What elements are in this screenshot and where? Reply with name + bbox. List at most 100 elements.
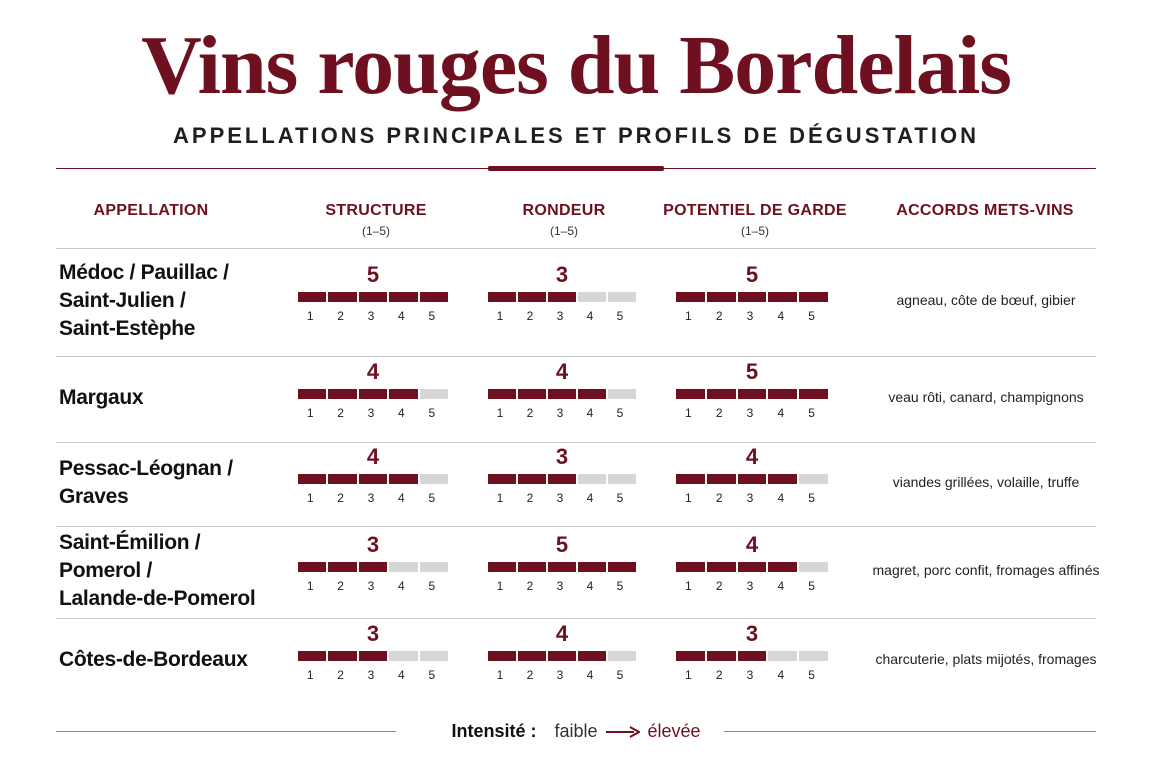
appellation-line: Pessac-Léognan / xyxy=(59,457,233,480)
rating-segment xyxy=(768,562,798,572)
food-pairing: charcuterie, plats mijotés, fromages xyxy=(875,651,1097,667)
scale-tick-label: 5 xyxy=(428,579,436,593)
rondeur-rating-value: 3 xyxy=(555,262,569,287)
rating-segment xyxy=(488,562,516,572)
garde-rating-value: 4 xyxy=(745,532,759,557)
scale-tick-label: 1 xyxy=(306,309,314,323)
scale-tick-label: 4 xyxy=(586,491,594,505)
scale-tick-label: 3 xyxy=(367,406,375,420)
garde-rating-value: 5 xyxy=(745,262,759,287)
scale-tick-label: 2 xyxy=(337,579,344,593)
scale-tick-label: 5 xyxy=(808,668,815,682)
scale-tick-label: 5 xyxy=(616,579,624,593)
structure-scale-ticks: 1 2 3 4 5 xyxy=(298,406,448,420)
scale-tick-label: 4 xyxy=(398,491,405,505)
scale-tick-label: 5 xyxy=(428,309,436,323)
page-subtitle: APPELLATIONS PRINCIPALES ET PROFILS DE D… xyxy=(173,123,979,148)
scale-tick-label: 1 xyxy=(306,491,314,505)
scale-tick-label: 1 xyxy=(496,406,504,420)
food-pairing: magret, porc confit, fromages affinés xyxy=(872,562,1100,578)
rating-segment xyxy=(328,292,357,302)
column-header-accords: ACCORDS METS-VINS xyxy=(896,202,1074,219)
scale-tick-label: 2 xyxy=(526,668,534,682)
appellation-line: Pomerol / xyxy=(59,559,152,582)
column-header-rondeur-scale: (1–5) xyxy=(549,224,578,238)
garde-scale-ticks: 1 2 3 4 5 xyxy=(676,579,828,593)
structure-rating-value: 3 xyxy=(366,532,380,557)
rating-segment xyxy=(608,562,636,572)
rating-segment xyxy=(676,474,705,484)
rating-segment xyxy=(768,474,798,484)
appellation-name: Saint-Émilion / Pomerol / Lalande-de-Pomer… xyxy=(59,529,256,613)
scale-tick-label: 1 xyxy=(685,579,692,593)
appellation-line: Saint-Estèphe xyxy=(59,317,196,340)
appellation-name: Médoc / Pauillac / Saint-Julien / Saint-Es… xyxy=(59,259,229,343)
rondeur-rating-bar xyxy=(488,562,636,572)
structure-scale-ticks: 1 2 3 4 5 xyxy=(298,668,448,682)
legend-divider-left xyxy=(56,731,396,732)
scale-tick-label: 3 xyxy=(367,309,375,323)
rondeur-scale-ticks: 1 2 3 4 5 xyxy=(488,491,636,505)
scale-tick-label: 5 xyxy=(616,406,624,420)
rating-segment xyxy=(706,474,736,484)
structure-rating-value: 3 xyxy=(366,621,380,646)
rating-segment xyxy=(799,389,828,399)
rating-segment xyxy=(518,651,546,661)
rating-segment xyxy=(799,292,828,302)
rating-segment xyxy=(389,474,418,484)
rating-segment xyxy=(608,474,636,484)
rating-segment xyxy=(518,474,546,484)
rating-segment xyxy=(706,292,736,302)
scale-tick-label: 1 xyxy=(306,579,314,593)
scale-tick-label: 4 xyxy=(777,406,785,420)
garde-rating-value: 5 xyxy=(745,359,759,384)
rating-segment xyxy=(488,651,516,661)
scale-tick-label: 2 xyxy=(526,406,534,420)
scale-tick-label: 4 xyxy=(398,579,405,593)
rating-segment xyxy=(578,389,606,399)
appellation-line: Saint-Émilion / xyxy=(59,531,201,554)
scale-tick-label: 4 xyxy=(586,579,594,593)
scale-tick-label: 4 xyxy=(777,579,785,593)
structure-scale-ticks: 1 2 3 4 5 xyxy=(298,579,448,593)
scale-tick-label: 1 xyxy=(306,406,314,420)
scale-tick-label: 4 xyxy=(777,309,785,323)
scale-tick-label: 2 xyxy=(526,491,534,505)
scale-tick-label: 1 xyxy=(685,491,692,505)
appellation-name: Margaux xyxy=(59,384,144,412)
scale-tick-label: 5 xyxy=(808,491,815,505)
structure-rating-bar xyxy=(298,651,449,661)
rating-segment xyxy=(706,562,736,572)
scale-tick-label: 4 xyxy=(586,406,594,420)
rondeur-scale-ticks: 1 2 3 4 5 xyxy=(488,309,636,323)
rating-segment xyxy=(799,651,828,661)
row-divider xyxy=(56,526,1096,527)
scale-tick-label: 3 xyxy=(556,406,564,420)
rating-segment xyxy=(518,389,546,399)
row-divider xyxy=(56,442,1096,443)
rating-segment xyxy=(298,389,327,399)
structure-rating-value: 4 xyxy=(366,359,380,384)
structure-rating-value: 5 xyxy=(366,262,380,287)
rating-segment xyxy=(298,651,327,661)
scale-tick-label: 5 xyxy=(808,406,815,420)
garde-rating-value: 3 xyxy=(745,621,759,646)
scale-tick-label: 2 xyxy=(337,309,344,323)
rating-segment xyxy=(298,474,327,484)
rating-segment xyxy=(488,292,516,302)
structure-rating-bar xyxy=(298,389,449,399)
garde-rating-bar xyxy=(676,292,828,302)
scale-tick-label: 4 xyxy=(398,406,405,420)
rating-segment xyxy=(578,562,606,572)
scale-tick-label: 5 xyxy=(616,309,624,323)
rondeur-rating-value: 4 xyxy=(555,359,569,384)
scale-tick-label: 3 xyxy=(746,406,754,420)
rating-segment xyxy=(676,651,705,661)
structure-scale-ticks: 1 2 3 4 5 xyxy=(298,309,448,323)
scale-tick-label: 2 xyxy=(526,309,534,323)
rating-segment xyxy=(676,389,705,399)
scale-tick-label: 5 xyxy=(808,579,815,593)
scale-tick-label: 2 xyxy=(715,579,723,593)
scale-tick-label: 3 xyxy=(556,309,564,323)
rating-segment xyxy=(328,389,357,399)
